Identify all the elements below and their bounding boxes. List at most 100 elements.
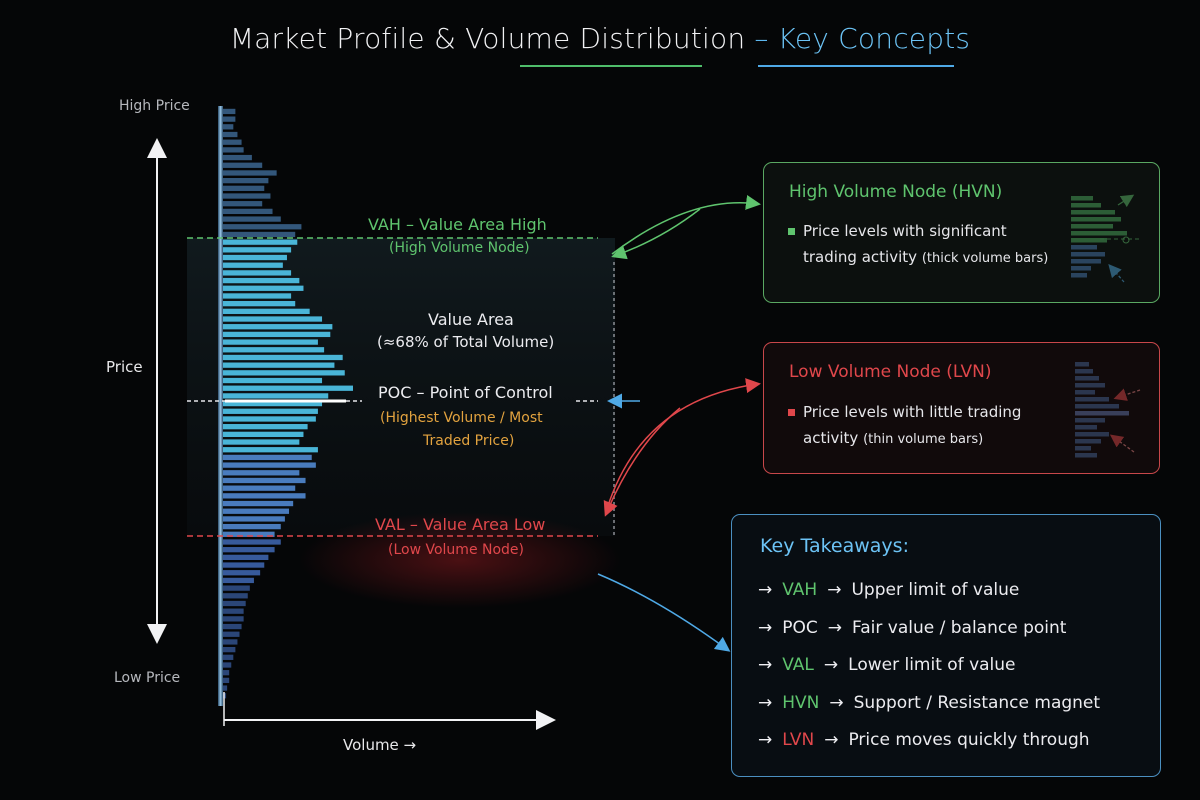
arrow-right-icon: →: [824, 730, 839, 750]
profile-bar: [223, 247, 292, 253]
profile-bar: [223, 508, 290, 514]
profile-bar: [223, 677, 230, 684]
profile-bar: [223, 224, 302, 230]
lvn-card-text-1: Price levels with little trading: [803, 403, 1022, 421]
arrow-right-icon: →: [758, 617, 773, 638]
profile-bar: [223, 154, 252, 161]
profile-bar: [223, 416, 316, 422]
profile-bar: [223, 493, 306, 499]
takeaway-item: → LVN → Price moves quickly through: [758, 730, 1090, 750]
profile-bar: [223, 254, 287, 261]
hvn-card-text-1: Price levels with significant: [803, 222, 1007, 240]
profile-bar: [223, 270, 292, 276]
low-price-label: Low Price: [114, 670, 181, 686]
arrow-right-icon: →: [827, 617, 843, 638]
title-underline-blue: [758, 65, 954, 67]
arrow-right-icon: →: [829, 692, 844, 713]
profile-bar: [223, 216, 281, 222]
lvn-connector-arrow: [605, 378, 761, 513]
lvn-card-title: Low Volume Node (LVN): [789, 362, 992, 382]
profile-bar: [223, 408, 318, 414]
profile-bar: [223, 331, 331, 338]
profile-bar: [223, 285, 304, 291]
takeaway-key: VAL: [782, 655, 814, 675]
page-title: Market Profile & Volume Distribution – K…: [0, 22, 1200, 55]
profile-bar: [223, 516, 285, 522]
profile-bar: [223, 554, 269, 561]
title-sub: Key Concepts: [777, 22, 971, 55]
hvn-card-text-2-main: trading activity: [803, 248, 918, 266]
title-main: Market Profile & Volume Distribution: [229, 22, 746, 55]
title-underline-green: [520, 65, 702, 67]
profile-bar: [223, 324, 333, 330]
hvn-card-title: High Volume Node (HVN): [789, 182, 1003, 202]
profile-bar: [223, 193, 271, 199]
lvn-card: [763, 342, 1160, 474]
poc-label: POC – Point of Control: [378, 383, 553, 402]
profile-bar: [223, 562, 265, 568]
takeaway-item: → VAL → Lower limit of value: [758, 655, 1016, 675]
profile-bar: [223, 662, 232, 668]
profile-bar: [223, 347, 325, 353]
profile-bar: [223, 170, 277, 176]
value-area-sublabel: (≈68% of Total Volume): [377, 333, 555, 351]
profile-bar: [223, 547, 275, 553]
takeaway-text: Upper limit of value: [851, 580, 1020, 600]
profile-bar: [223, 585, 250, 591]
lvn-card-text-2-note: (thin volume bars): [863, 432, 984, 447]
profile-bar: [223, 447, 318, 453]
profile-bar: [223, 208, 273, 215]
profile-axis-bar: [218, 106, 223, 706]
arrow-right-icon: →: [758, 730, 773, 750]
profile-bar: [223, 685, 228, 691]
poc-sublabel-1: (Highest Volume / Most: [380, 410, 543, 426]
profile-bar: [223, 608, 244, 614]
takeaways-connector-arrow: [597, 573, 731, 652]
profile-bar: [223, 531, 275, 537]
profile-bar: [223, 454, 312, 461]
profile-bar: [223, 201, 263, 207]
profile-bar: [223, 277, 300, 284]
profile-bar: [223, 385, 353, 391]
lvn-card-text-2-main: activity: [803, 429, 859, 447]
profile-bar: [223, 670, 230, 676]
takeaway-key: LVN: [782, 730, 815, 750]
takeaway-text: Price moves quickly through: [848, 730, 1090, 750]
lvn-card-text-2: activity (thin volume bars): [803, 425, 983, 453]
vah-label: VAH – Value Area High: [368, 215, 547, 234]
profile-bar: [223, 108, 236, 115]
arrow-right-icon: →: [758, 692, 773, 713]
lvn-connector-back-arrow: [603, 407, 681, 517]
hvn-connector-back-arrow: [611, 208, 701, 260]
profile-bar: [223, 485, 296, 491]
profile-bar: [223, 539, 281, 545]
profile-bar: [223, 377, 323, 384]
hvn-bullet-icon: [788, 228, 795, 235]
takeaway-key: POC: [782, 617, 818, 638]
hvn-card-text-2: trading activity (thick volume bars): [803, 244, 1048, 272]
profile-bar: [223, 631, 240, 637]
profile-bar: [223, 500, 294, 507]
takeaway-key: HVN: [782, 692, 820, 713]
profile-bar: [223, 623, 242, 630]
arrow-right-icon: →: [823, 655, 839, 675]
profile-bar: [223, 431, 304, 437]
key-takeaways-card: [731, 514, 1161, 777]
hvn-card: [763, 162, 1160, 303]
poc-sublabel-2: Traded Price): [423, 433, 515, 449]
profile-bar: [223, 177, 269, 184]
hvn-card-text-2-note: (thick volume bars): [921, 251, 1049, 266]
profile-bar: [223, 147, 244, 153]
profile-bar: [223, 477, 306, 484]
volume-axis-label: Volume →: [343, 736, 417, 754]
profile-bar: [223, 639, 238, 645]
val-label: VAL – Value Area Low: [375, 515, 546, 534]
profile-bar: [223, 308, 310, 314]
takeaway-item: → VAH → Upper limit of value: [758, 580, 1019, 600]
takeaway-text: Fair value / balance point: [852, 617, 1067, 638]
profile-bar: [223, 523, 281, 530]
profile-bar: [223, 301, 296, 307]
profile-bar: [223, 570, 261, 576]
price-axis-label: Price: [106, 358, 143, 376]
